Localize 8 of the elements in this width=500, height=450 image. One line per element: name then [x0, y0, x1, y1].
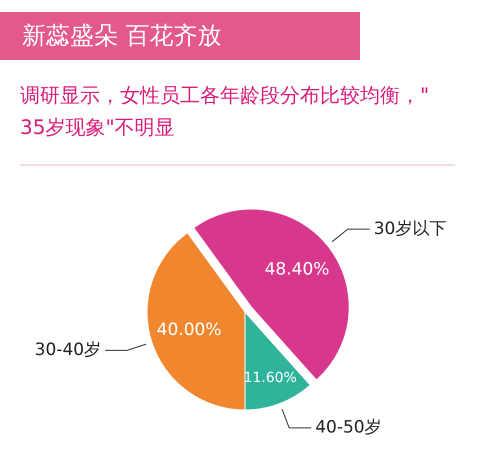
data-label: 11.60% [243, 370, 297, 386]
slice-label: 40-50岁 [315, 417, 382, 438]
data-label: 40.00% [156, 320, 222, 340]
slice-label: 30-40岁 [34, 340, 102, 360]
chart-subtitle: 调研显示，女性员工各年龄段分布比较均衡，"35岁现象"不明显 [20, 83, 430, 139]
data-label: 48.40% [264, 260, 330, 280]
chart-title: 新蕊盛朵 百花齐放 [22, 22, 222, 50]
slice-label: 30岁以下 [374, 218, 446, 239]
